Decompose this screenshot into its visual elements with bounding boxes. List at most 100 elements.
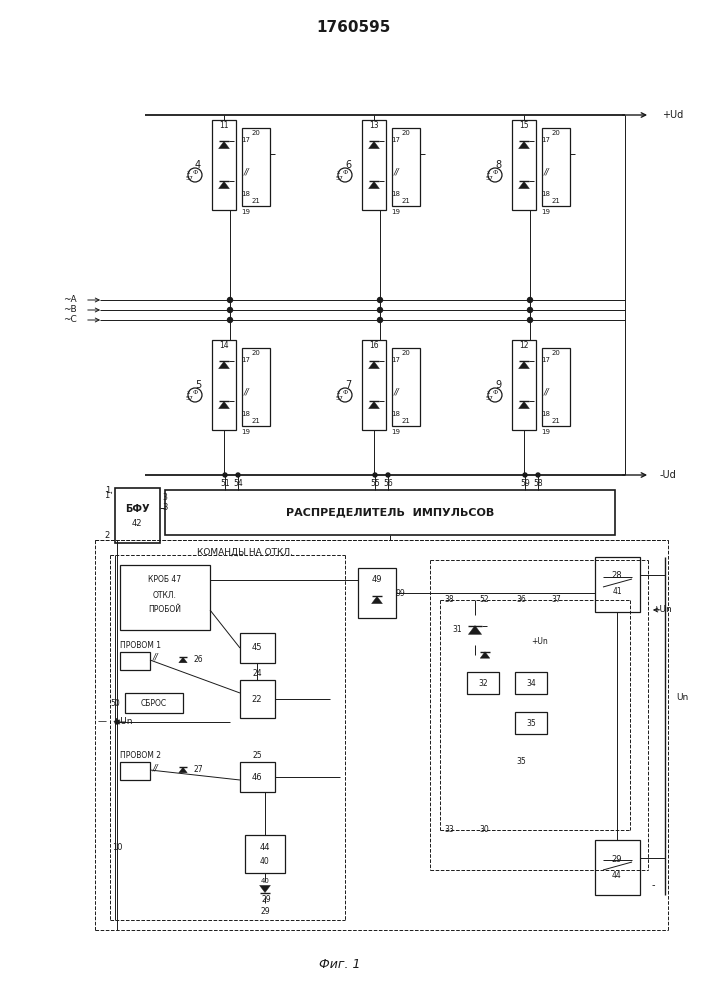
Text: x: x xyxy=(486,390,490,395)
Bar xyxy=(512,120,536,210)
Text: 35: 35 xyxy=(516,758,526,766)
Text: 17: 17 xyxy=(242,357,250,363)
Text: 35: 35 xyxy=(526,718,536,728)
Text: //: // xyxy=(152,764,158,772)
Polygon shape xyxy=(218,361,229,369)
Polygon shape xyxy=(368,361,380,369)
Polygon shape xyxy=(372,596,382,604)
Polygon shape xyxy=(519,361,530,369)
Text: //: // xyxy=(243,167,249,176)
Bar xyxy=(212,340,236,430)
Circle shape xyxy=(373,473,377,477)
Text: 37: 37 xyxy=(551,595,561,604)
Text: 20: 20 xyxy=(551,130,561,136)
Text: 52: 52 xyxy=(479,595,489,604)
Text: 38: 38 xyxy=(444,595,454,604)
Circle shape xyxy=(236,473,240,477)
Circle shape xyxy=(386,473,390,477)
Text: -: - xyxy=(652,880,655,890)
Text: 1: 1 xyxy=(105,491,110,500)
Circle shape xyxy=(523,473,527,477)
Text: 16: 16 xyxy=(369,340,379,350)
Text: //: // xyxy=(543,167,549,176)
Text: 20: 20 xyxy=(551,350,561,356)
Text: 17: 17 xyxy=(392,137,400,143)
Text: 20: 20 xyxy=(252,350,260,356)
Text: Ф: Ф xyxy=(342,390,348,395)
Text: x: x xyxy=(337,170,339,176)
Polygon shape xyxy=(259,885,270,893)
Text: Ф: Ф xyxy=(492,170,498,176)
Bar xyxy=(358,568,396,618)
Text: ~C: ~C xyxy=(63,316,77,324)
Bar xyxy=(362,340,386,430)
Bar xyxy=(240,680,275,718)
Bar xyxy=(240,762,275,792)
Text: 17: 17 xyxy=(392,357,400,363)
Text: 57: 57 xyxy=(485,395,493,400)
Bar xyxy=(595,840,640,895)
Text: 17: 17 xyxy=(242,137,250,143)
Text: Фиг. 1: Фиг. 1 xyxy=(320,958,361,972)
Text: 57: 57 xyxy=(185,176,193,180)
Text: Ф: Ф xyxy=(192,170,198,176)
Text: 31: 31 xyxy=(452,626,462,635)
Bar xyxy=(362,120,386,210)
Text: 40: 40 xyxy=(261,878,269,884)
Text: —  +Un: — +Un xyxy=(98,718,132,726)
Text: ~B: ~B xyxy=(64,306,77,314)
Text: СБРОС: СБРОС xyxy=(141,698,167,708)
Text: //: // xyxy=(393,167,399,176)
Text: 17: 17 xyxy=(542,137,551,143)
Bar xyxy=(245,835,285,873)
Bar xyxy=(120,762,150,780)
Text: -Ud: -Ud xyxy=(660,470,677,480)
Text: 57: 57 xyxy=(335,176,343,180)
Bar xyxy=(120,652,150,670)
Circle shape xyxy=(378,308,382,312)
Circle shape xyxy=(223,473,227,477)
Bar xyxy=(240,633,275,663)
Text: 19: 19 xyxy=(542,209,551,215)
Text: 18: 18 xyxy=(542,411,551,417)
Text: БФУ: БФУ xyxy=(124,504,149,514)
Text: 18: 18 xyxy=(242,191,250,197)
Text: Ф: Ф xyxy=(492,390,498,395)
Circle shape xyxy=(527,308,532,312)
Text: ~A: ~A xyxy=(64,296,77,304)
Text: 19: 19 xyxy=(392,209,400,215)
Polygon shape xyxy=(218,401,229,409)
Text: //: // xyxy=(152,652,158,662)
Polygon shape xyxy=(469,626,481,634)
Circle shape xyxy=(527,298,532,302)
Text: 11: 11 xyxy=(219,120,229,129)
Bar xyxy=(542,128,570,206)
Text: 21: 21 xyxy=(551,418,561,424)
Text: 28: 28 xyxy=(612,572,622,580)
Circle shape xyxy=(378,298,382,302)
Text: x: x xyxy=(486,170,490,176)
Text: Ф: Ф xyxy=(342,170,348,176)
Bar xyxy=(115,488,160,543)
Bar xyxy=(165,490,615,535)
Circle shape xyxy=(115,720,119,724)
Polygon shape xyxy=(480,652,490,658)
Text: 57: 57 xyxy=(185,395,193,400)
Text: //: // xyxy=(393,387,399,396)
Text: 18: 18 xyxy=(392,411,400,417)
Text: 44: 44 xyxy=(259,844,270,852)
Text: +Un: +Un xyxy=(532,638,549,647)
Text: 21: 21 xyxy=(252,198,260,204)
Text: 20: 20 xyxy=(252,130,260,136)
Text: 8: 8 xyxy=(495,160,501,170)
Polygon shape xyxy=(218,141,229,149)
Text: ПРОБОЙ: ПРОБОЙ xyxy=(148,605,182,614)
Text: 5: 5 xyxy=(195,380,201,390)
Text: 12: 12 xyxy=(519,340,529,350)
Text: 13: 13 xyxy=(369,120,379,129)
Polygon shape xyxy=(368,141,380,149)
Circle shape xyxy=(536,473,540,477)
Text: 42: 42 xyxy=(132,519,142,528)
Text: 54: 54 xyxy=(233,480,243,488)
Polygon shape xyxy=(179,767,187,773)
